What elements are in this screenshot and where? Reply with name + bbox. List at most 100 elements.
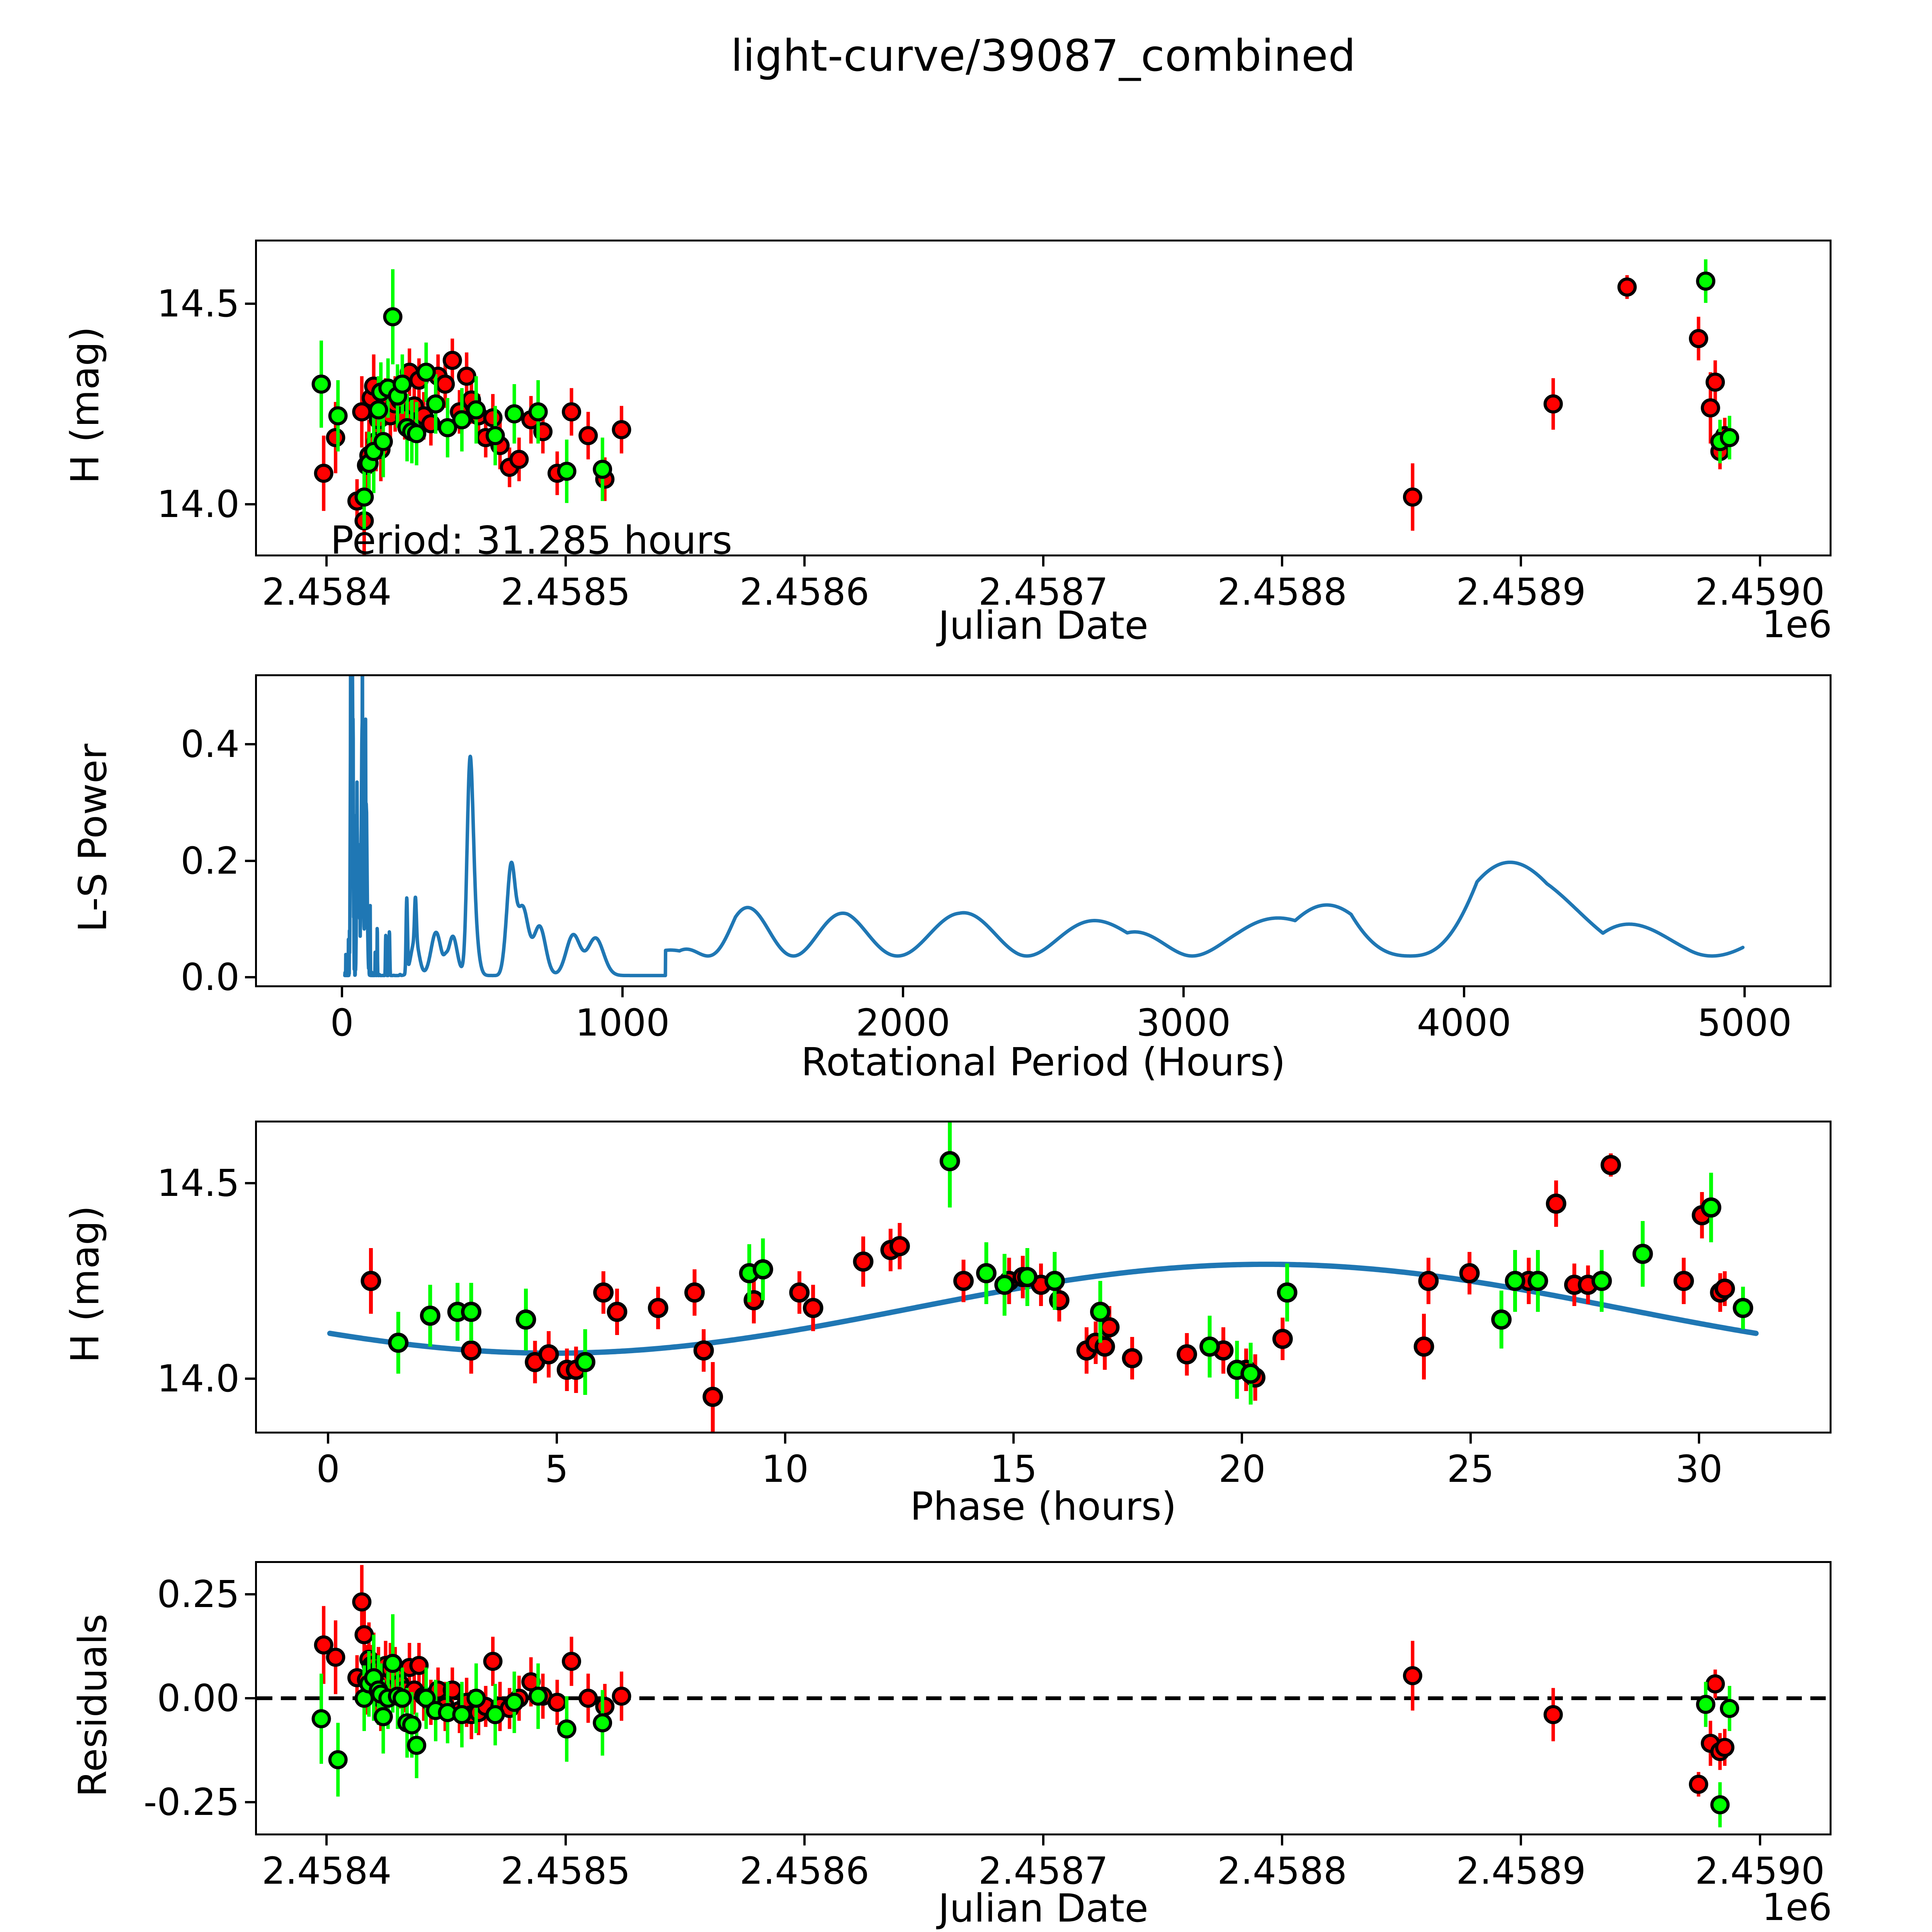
periodogram-x-tick-label: 5000 — [1697, 1001, 1792, 1044]
periodogram-y-tick-label: 0.4 — [180, 723, 240, 766]
series-green — [311, 1614, 1739, 1828]
panel-phasefold — [255, 1121, 1832, 1434]
phasefold-x-tickmark — [784, 1434, 786, 1444]
series-red — [314, 275, 1735, 554]
lightcurve-x-tick-label: 2.4584 — [262, 570, 392, 614]
residuals-x-tick-label: 2.4585 — [500, 1849, 631, 1893]
lightcurve-ylabel: H (mag) — [62, 326, 108, 484]
lightcurve-x-tickmark — [564, 556, 567, 566]
figure-title: light-curve/39087_combined — [731, 31, 1356, 81]
residuals-y-tick-label: 0.00 — [157, 1677, 240, 1720]
periodogram-x-tickmark — [621, 987, 624, 997]
residuals-x-tickmark — [1520, 1835, 1522, 1845]
lightcurve-x-tick-label: 2.4589 — [1456, 570, 1586, 614]
phasefold-x-tickmark — [1469, 1434, 1472, 1444]
lightcurve-y-tickmark — [245, 303, 255, 305]
residuals-y-tick-label: 0.25 — [157, 1573, 240, 1616]
residuals-y-tick-label: -0.25 — [143, 1780, 240, 1824]
lightcurve-plot-area — [311, 259, 1739, 554]
residuals-xlabel: Julian Date — [938, 1886, 1148, 1931]
periodogram-x-tick-label: 0 — [330, 1001, 354, 1044]
residuals-x-tick-label: 2.4587 — [978, 1849, 1108, 1893]
residuals-x-offset-text: 1e6 — [1762, 1886, 1832, 1929]
residuals-y-tickmark — [245, 1593, 255, 1596]
phasefold-x-tick-label: 20 — [1218, 1447, 1266, 1491]
series-green — [311, 259, 1739, 529]
phasefold-x-tick-label: 10 — [761, 1447, 809, 1491]
residuals-x-tickmark — [803, 1835, 806, 1845]
panel-residuals — [255, 1561, 1832, 1835]
lightcurve-x-tickmark — [1042, 556, 1044, 566]
residuals-x-tick-label: 2.4588 — [1217, 1849, 1347, 1893]
phasefold-x-tick-label: 0 — [316, 1447, 340, 1491]
phasefold-y-tick-label: 14.0 — [157, 1357, 240, 1401]
lightcurve-xlabel: Julian Date — [938, 603, 1148, 648]
phasefold-x-tick-label: 15 — [990, 1447, 1037, 1491]
phasefold-x-tickmark — [555, 1434, 558, 1444]
periodogram-x-tickmark — [902, 987, 904, 997]
phasefold-plot-area — [327, 1122, 1759, 1432]
phasefold-x-tick-label: 5 — [544, 1447, 569, 1491]
phasefold-x-tick-label: 30 — [1675, 1447, 1723, 1491]
lightcurve-x-tick-label: 2.4588 — [1217, 570, 1347, 614]
lightcurve-x-tickmark — [803, 556, 806, 566]
phasefold-x-tickmark — [1012, 1434, 1015, 1444]
periodogram-y-tick-label: 0.2 — [180, 839, 240, 883]
lightcurve-x-tickmark — [1281, 556, 1284, 566]
residuals-x-tickmark — [1281, 1835, 1284, 1845]
lightcurve-x-tick-label: 2.4587 — [978, 570, 1108, 614]
periodogram-line — [343, 676, 1745, 978]
residuals-x-tick-label: 2.4590 — [1695, 1849, 1825, 1893]
periodogram-y-tickmark — [245, 859, 255, 862]
lightcurve-x-offset-text: 1e6 — [1762, 603, 1832, 646]
series-green — [388, 1122, 1753, 1405]
residuals-plot-area — [257, 1565, 1830, 1828]
phasefold-ylabel: H (mag) — [62, 1205, 108, 1363]
phasefold-x-tick-label: 25 — [1447, 1447, 1494, 1491]
residuals-x-tick-label: 2.4589 — [1456, 1849, 1586, 1893]
series-red — [361, 1153, 1735, 1432]
lightcurve-x-tick-label: 2.4586 — [739, 570, 869, 614]
residuals-y-tickmark — [245, 1697, 255, 1699]
periodogram-xlabel: Rotational Period (Hours) — [801, 1039, 1286, 1085]
phasefold-y-tickmark — [245, 1182, 255, 1184]
phasefold-y-tickmark — [245, 1378, 255, 1380]
residuals-x-tick-label: 2.4586 — [739, 1849, 869, 1893]
phasefold-y-tick-label: 14.5 — [157, 1162, 240, 1205]
periodogram-x-tick-label: 3000 — [1136, 1001, 1231, 1044]
lightcurve-x-tickmark — [325, 556, 328, 566]
period-annotation: Period: 31.285 hours — [330, 518, 733, 563]
periodogram-x-tickmark — [1182, 987, 1185, 997]
panel-lightcurve — [255, 240, 1832, 556]
phasefold-x-tickmark — [1241, 1434, 1243, 1444]
lightcurve-y-tick-label: 14.0 — [157, 483, 240, 526]
lightcurve-x-tickmark — [1759, 556, 1761, 566]
periodogram-x-tick-label: 4000 — [1417, 1001, 1512, 1044]
lightcurve-y-tickmark — [245, 503, 255, 506]
periodogram-x-tickmark — [1743, 987, 1746, 997]
lightcurve-y-tick-label: 14.5 — [157, 282, 240, 326]
residuals-x-tickmark — [325, 1835, 328, 1845]
residuals-y-tickmark — [245, 1801, 255, 1803]
periodogram-x-tick-label: 1000 — [575, 1001, 670, 1044]
periodogram-x-tickmark — [341, 987, 344, 997]
periodogram-y-tick-label: 0.0 — [180, 956, 240, 999]
residuals-x-tickmark — [1759, 1835, 1761, 1845]
lightcurve-x-tickmark — [1520, 556, 1522, 566]
series-red — [314, 1565, 1735, 1797]
panel-periodogram — [255, 674, 1832, 987]
residuals-x-tickmark — [564, 1835, 567, 1845]
periodogram-y-tickmark — [245, 743, 255, 745]
periodogram-x-tick-label: 2000 — [855, 1001, 951, 1044]
lightcurve-x-tick-label: 2.4585 — [500, 570, 631, 614]
phasefold-x-tickmark — [327, 1434, 330, 1444]
periodogram-plot-area — [343, 676, 1745, 978]
phasefold-x-tickmark — [1698, 1434, 1701, 1444]
residuals-x-tick-label: 2.4584 — [262, 1849, 392, 1893]
periodogram-y-tickmark — [245, 976, 255, 979]
periodogram-x-tickmark — [1463, 987, 1465, 997]
phasefold-xlabel: Phase (hours) — [910, 1484, 1177, 1529]
residuals-x-tickmark — [1042, 1835, 1044, 1845]
lightcurve-x-tick-label: 2.4590 — [1695, 570, 1825, 614]
